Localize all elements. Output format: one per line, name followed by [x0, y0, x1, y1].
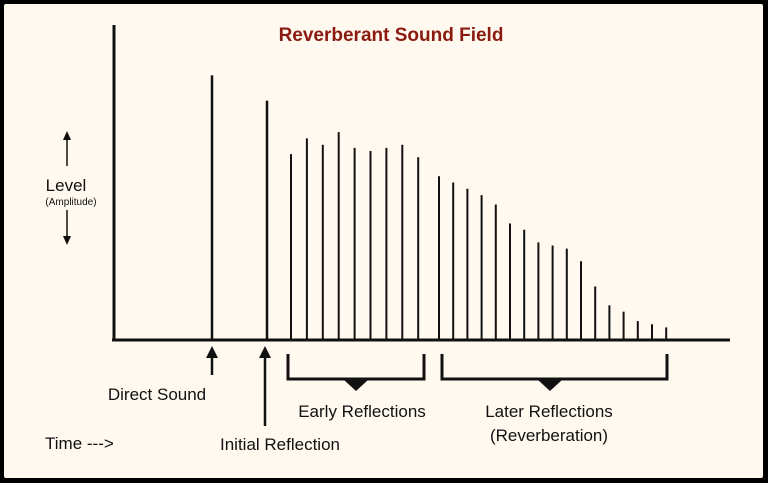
reverberation-label: (Reverberation) [490, 426, 608, 445]
early-reflections-label: Early Reflections [298, 402, 426, 421]
y-axis-sublabel: (Amplitude) [45, 197, 96, 208]
initial-reflection-arrow-icon [259, 346, 271, 426]
early-reflections-bracket [286, 354, 426, 391]
later-reflections-label: Later Reflections [485, 402, 613, 421]
impulse-lines [210, 75, 668, 340]
direct-sound-label: Direct Sound [108, 385, 206, 404]
level-up-arrow-icon [63, 131, 71, 166]
direct-sound-arrow-icon [206, 346, 218, 375]
diagram-title: Reverberant Sound Field [279, 25, 504, 46]
y-axis-label: Level [46, 176, 87, 195]
time-axis-label: Time ---> [45, 434, 114, 453]
level-down-arrow-icon [63, 210, 71, 245]
later-reflections-bracket [440, 354, 669, 391]
initial-reflection-label: Initial Reflection [220, 435, 340, 454]
figure-panel [4, 4, 763, 478]
